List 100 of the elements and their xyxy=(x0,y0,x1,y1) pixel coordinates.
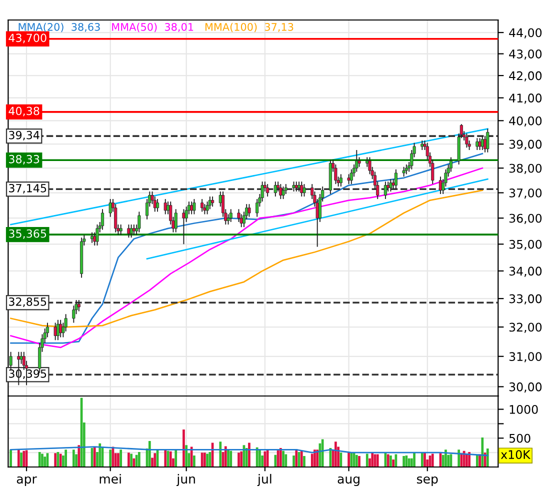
candlestick xyxy=(449,156,452,172)
bar xyxy=(54,453,57,467)
candlestick xyxy=(200,198,204,212)
bar xyxy=(128,452,130,467)
y-tick-label: 500 xyxy=(509,434,530,443)
bar xyxy=(248,442,250,467)
y-tick-label: 35,00 xyxy=(509,240,542,250)
bar xyxy=(20,452,22,467)
bar xyxy=(256,447,258,467)
bar xyxy=(279,448,282,467)
bar xyxy=(420,452,424,467)
bar xyxy=(154,453,156,467)
candlestick xyxy=(404,164,408,175)
candlestick xyxy=(182,208,186,245)
bar xyxy=(41,454,44,467)
candlestick xyxy=(358,156,361,168)
x-tick-label: sep xyxy=(416,476,438,486)
text: MMA(100) 37,13 xyxy=(205,22,294,32)
candlestick xyxy=(108,198,112,218)
candlestick xyxy=(300,181,304,198)
bar xyxy=(109,450,112,467)
y-tick-label: 37,00 xyxy=(509,188,542,199)
bar xyxy=(358,456,360,467)
candlestick xyxy=(465,132,468,148)
bar xyxy=(169,451,172,467)
line-series xyxy=(10,446,488,456)
bar xyxy=(117,453,120,467)
bar xyxy=(478,454,481,467)
bar xyxy=(310,454,314,467)
bar xyxy=(120,450,122,467)
bar xyxy=(193,455,196,467)
candlestick xyxy=(368,156,372,175)
ref-line-label: 32,855 xyxy=(9,297,46,307)
candlestick xyxy=(389,178,392,192)
bar xyxy=(98,443,102,467)
candlestick xyxy=(190,201,194,215)
bar xyxy=(258,450,261,467)
candlestick xyxy=(302,184,306,198)
bar xyxy=(458,450,460,467)
candlestick xyxy=(394,168,398,190)
bar xyxy=(224,446,227,467)
bar xyxy=(292,455,295,467)
bar xyxy=(174,449,178,467)
bar xyxy=(245,448,248,467)
ref-line-label: 37,145 xyxy=(9,184,46,194)
y-tick-label: 32,00 xyxy=(509,322,542,333)
text: MMA(50) 38,01 xyxy=(112,22,194,32)
candlestick xyxy=(279,184,282,200)
bar xyxy=(10,450,12,467)
bar xyxy=(206,454,208,467)
bar xyxy=(486,448,489,467)
bar xyxy=(138,452,140,467)
candlestick xyxy=(334,164,338,185)
bar xyxy=(431,454,434,467)
candlestick xyxy=(294,181,298,192)
candlestick xyxy=(156,198,160,212)
bar xyxy=(466,454,468,467)
bar xyxy=(413,452,416,467)
bar xyxy=(376,454,379,467)
y-tick-label: 31,00 xyxy=(509,352,542,362)
bar xyxy=(64,450,67,467)
bar xyxy=(392,459,395,467)
y-tick-label: 42,00 xyxy=(509,71,542,82)
candlestick xyxy=(486,128,490,153)
bar xyxy=(371,452,374,467)
bar xyxy=(402,456,405,467)
bar xyxy=(476,455,478,467)
bar xyxy=(185,445,188,467)
candlestick xyxy=(402,166,406,178)
bar xyxy=(314,450,316,467)
bar xyxy=(59,454,62,467)
bar xyxy=(468,452,470,467)
bar xyxy=(300,450,303,467)
candlestick xyxy=(420,140,424,151)
y-tick-label: 43,00 xyxy=(509,50,542,60)
y-tick-label: 41,00 xyxy=(509,94,542,104)
bar xyxy=(316,450,319,467)
candlestick xyxy=(96,224,99,246)
bar xyxy=(321,439,324,467)
y-tick-label: 40,00 xyxy=(509,116,542,127)
bar xyxy=(366,454,368,467)
bar xyxy=(424,452,426,467)
candlestick xyxy=(266,184,270,198)
bar xyxy=(182,429,185,467)
bar xyxy=(204,452,206,467)
bar xyxy=(284,454,288,467)
candlestick xyxy=(138,211,141,233)
candlestick xyxy=(248,204,251,218)
y-tick-label: 33,00 xyxy=(509,294,542,304)
candlestick xyxy=(339,174,342,188)
bar xyxy=(282,450,284,467)
bar xyxy=(295,449,298,467)
candlestick xyxy=(384,181,387,200)
bar xyxy=(340,452,342,467)
y-tick-label: 1000 xyxy=(510,405,538,414)
candlestick xyxy=(130,224,133,238)
bar xyxy=(274,454,277,467)
candlestick xyxy=(132,224,136,236)
bar xyxy=(17,449,20,467)
candlestick xyxy=(282,186,285,200)
